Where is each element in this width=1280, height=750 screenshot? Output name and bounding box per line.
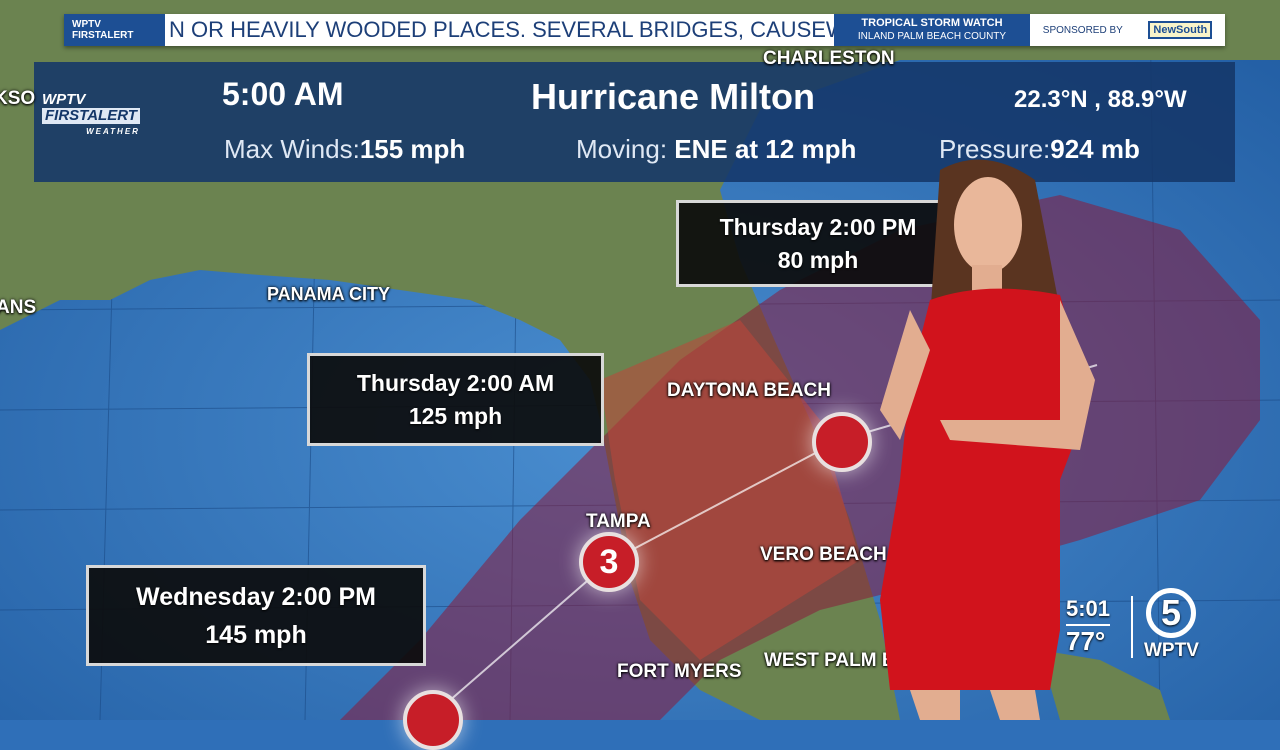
storm-info-panel: WPTV FIRSTALERT WEATHER 5:00 AM Hurrican… (34, 62, 1235, 182)
forecast-wind: 80 mph (777, 246, 859, 273)
sponsored-label: SPONSORED BY (1042, 24, 1123, 36)
city-label: DAYTONA BEACH (667, 380, 831, 401)
meteorologist (880, 159, 1095, 720)
logo-text: FIRSTALERT (72, 30, 134, 41)
pressure-value: 924 mb (1050, 134, 1140, 164)
max-winds-value: 155 mph (359, 134, 466, 164)
pressure-label: Pressure: (939, 134, 1051, 164)
channel-5-logo: 5 (1146, 588, 1196, 638)
forecast-wind: 145 mph (205, 620, 307, 649)
storm-coordinates: 22.3°N , 88.9°W (1014, 86, 1187, 113)
sponsor-segment: SPONSORED BY NewSouth (1030, 14, 1225, 46)
forecast-label: Thursday 2:00 PM 80 mph (676, 200, 960, 287)
forecast-time: Wednesday 2:00 PM (136, 582, 376, 611)
city-label: VERO BEACH (760, 544, 887, 565)
logo-text: WPTV (42, 91, 86, 108)
hurricane-icon (812, 412, 872, 472)
moving-value: ENE at 12 mph (674, 134, 857, 164)
city-label: ANS (0, 297, 37, 318)
ticker-crawl: N OR HEAVILY WOODED PLACES. SEVERAL BRID… (169, 17, 834, 42)
moving-label: Moving: (576, 134, 668, 164)
forecast-time: Thursday 2:00 PM (719, 213, 917, 240)
city-label: CHARLESTON (763, 48, 895, 69)
hurricane-icon (403, 690, 463, 750)
forecast-label: Thursday 2:00 AM 125 mph (307, 353, 604, 446)
city-label: KSO (0, 88, 36, 109)
hurricane-icon: 3 (579, 532, 639, 592)
alert-segment: TROPICAL STORM WATCH INLAND PALM BEACH CO… (834, 14, 1030, 46)
firstalert-logo: WPTV FIRSTALERT WEATHER (42, 92, 140, 140)
logo-text: WPTV (72, 19, 101, 30)
city-label: WEST PALM B (764, 650, 896, 671)
land-cuba (1040, 650, 1170, 720)
forecast-wind: 125 mph (408, 402, 503, 429)
storm-name: Hurricane Milton (531, 76, 816, 117)
logo-text: WEATHER (86, 127, 140, 136)
sponsor-logo: NewSouth (1148, 21, 1213, 39)
news-ticker: WPTV FIRSTALERT N OR HEAVILY WOODED PLACE… (64, 14, 1225, 46)
ticker-logo: WPTV FIRSTALERT (64, 14, 165, 46)
logo-text: FIRSTALERT (42, 108, 140, 124)
forecast-time: Thursday 2:00 AM (356, 369, 555, 396)
max-winds-label: Max Winds: (224, 134, 360, 164)
alert-title: TROPICAL STORM WATCH (861, 17, 1003, 29)
city-label: PANAMA CITY (267, 284, 390, 304)
city-label: FORT MYERS (617, 661, 742, 682)
city-label: TAMPA (586, 511, 651, 532)
forecast-label: Wednesday 2:00 PM 145 mph (86, 565, 426, 666)
bug-divider (1131, 596, 1133, 658)
advisory-time: 5:00 AM (222, 76, 344, 112)
alert-area: INLAND PALM BEACH COUNTY (857, 31, 1007, 42)
bug-time: 5:01 (1066, 596, 1111, 626)
bug-temperature: 77° (1066, 626, 1106, 656)
station-name: WPTV (1144, 640, 1199, 661)
